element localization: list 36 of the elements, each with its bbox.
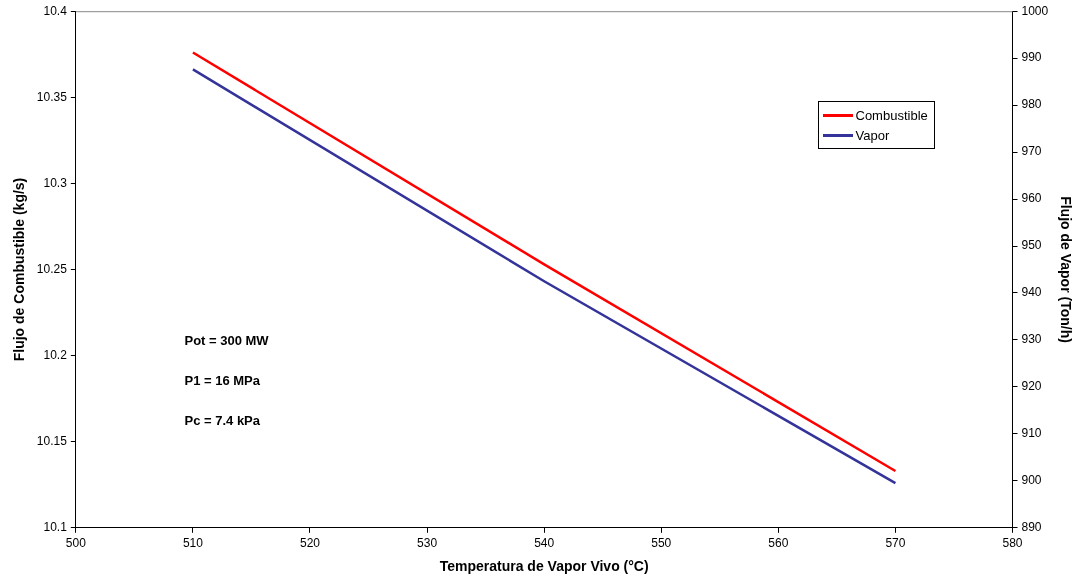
x-tick-label: 500 xyxy=(65,536,87,551)
y2-tick-label: 900 xyxy=(1021,473,1042,488)
x-tick-label: 580 xyxy=(1002,536,1023,551)
y-tick-label: 10.4 xyxy=(43,3,68,18)
y-tick-label: 10.1 xyxy=(43,520,68,535)
y2-tick-label: 970 xyxy=(1021,144,1042,159)
y2-tick-label: 950 xyxy=(1021,238,1042,253)
y2-tick-label: 960 xyxy=(1021,191,1042,206)
annotation: P1 = 16 MPa xyxy=(184,373,261,389)
x-tick-label: 510 xyxy=(182,536,204,551)
y2-tick-label: 980 xyxy=(1021,97,1042,112)
annotation: Pot = 300 MW xyxy=(184,333,270,349)
y-tick-label: 10.35 xyxy=(36,89,68,104)
y2-tick-label: 920 xyxy=(1021,379,1042,394)
y-tick-label: 10.3 xyxy=(43,175,68,190)
y-tick-label: 10.15 xyxy=(36,434,68,449)
x-tick-label: 540 xyxy=(534,536,555,551)
y-tick-label: 10.25 xyxy=(36,261,68,276)
legend-label: Combustible xyxy=(855,107,928,123)
y2-tick-label: 910 xyxy=(1021,426,1042,441)
y2-tick-label: 890 xyxy=(1021,520,1042,535)
x-tick-label: 570 xyxy=(885,536,906,551)
x-tick-label: 520 xyxy=(299,536,321,551)
y-axis-title: Flujo de Combustible (kg/s) xyxy=(11,177,28,362)
x-tick-label: 550 xyxy=(651,536,672,551)
x-axis-title: Temperatura de Vapor Vivo (°C) xyxy=(439,558,649,575)
y-tick-label: 10.2 xyxy=(43,347,68,362)
y2-tick-label: 930 xyxy=(1021,332,1042,347)
y2-axis-title: Flujo de Vapor (Ton/h) xyxy=(1057,196,1074,343)
annotation: Pc = 7.4 kPa xyxy=(184,413,261,429)
y2-tick-label: 990 xyxy=(1021,50,1042,65)
legend-label: Vapor xyxy=(855,127,890,143)
x-tick-label: 560 xyxy=(768,536,789,551)
y2-tick-label: 1000 xyxy=(1021,3,1049,18)
y2-tick-label: 940 xyxy=(1021,285,1042,300)
x-tick-label: 530 xyxy=(417,536,438,551)
